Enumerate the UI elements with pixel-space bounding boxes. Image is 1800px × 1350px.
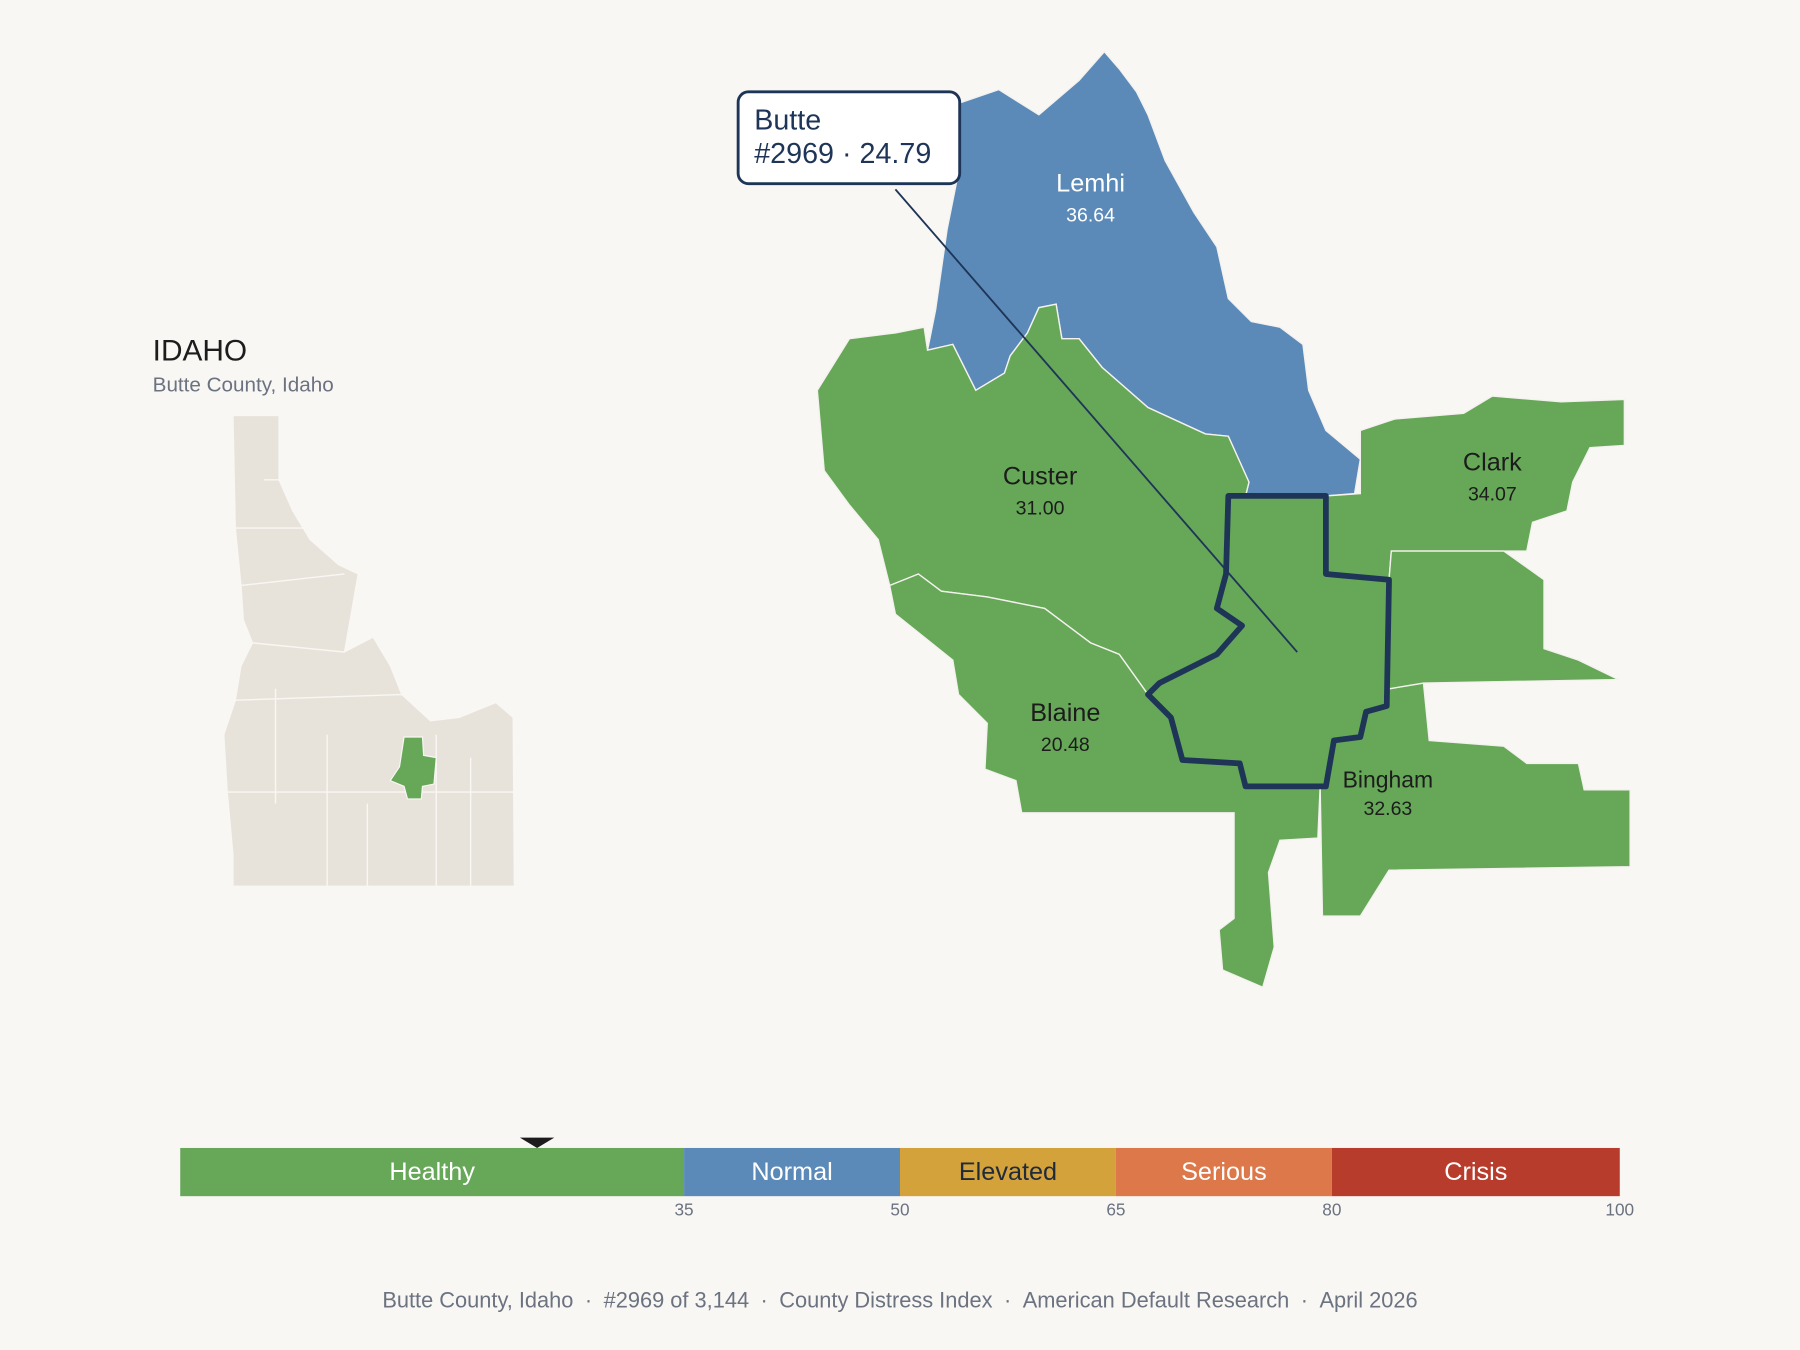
footer-item: #2969 of 3,144 (604, 1288, 749, 1313)
scale-tick-label: 35 (674, 1200, 693, 1220)
scale-band (684, 1147, 900, 1197)
scale-band-label: Serious (1181, 1158, 1267, 1186)
footer-item: April 2026 (1320, 1288, 1418, 1313)
county-value: 31.00 (1016, 497, 1065, 519)
inset-county-lines (227, 479, 515, 887)
scale-tick-label: 65 (1106, 1200, 1125, 1220)
scale-tick-label: 50 (890, 1200, 909, 1220)
footer-separator: · (761, 1288, 768, 1313)
scale-tick-label: 80 (1322, 1200, 1341, 1220)
distress-scale: Healthy Normal Elevated Serious Crisis 35 50 65… (180, 1137, 1634, 1220)
county-name: Bingham (1343, 767, 1434, 793)
scale-band-label: Elevated (959, 1158, 1057, 1186)
county-name: Lemhi (1056, 170, 1125, 198)
callout-leader (894, 188, 1298, 653)
scale-tick-label: 100 (1605, 1200, 1634, 1220)
footer-item: American Default Research (1023, 1288, 1290, 1313)
county-value: 34.07 (1468, 484, 1517, 506)
scale-band (180, 1147, 685, 1197)
scale-band (1115, 1147, 1332, 1197)
footer-item: County Distress Index (779, 1288, 992, 1313)
footer-separator: · (1301, 1288, 1308, 1313)
county-name: Custer (1003, 462, 1077, 490)
callout-rank: #2969 (754, 138, 834, 170)
county-value: 20.48 (1041, 734, 1090, 756)
score-marker (519, 1137, 555, 1148)
county-name: Clark (1463, 449, 1522, 477)
county-shape (888, 573, 1321, 989)
selected-county (1145, 493, 1392, 790)
county-shape (1388, 550, 1619, 690)
county-value: 32.63 (1363, 798, 1412, 820)
scale-band-label: Healthy (389, 1158, 475, 1186)
callout-separator: · (842, 138, 852, 170)
scale-band-label: Crisis (1444, 1158, 1507, 1186)
county-name: Blaine (1030, 699, 1100, 727)
inset-highlight (389, 736, 437, 800)
scale-band (1331, 1147, 1620, 1197)
footer-separator: · (1004, 1288, 1011, 1313)
county-value: 36.64 (1066, 205, 1115, 227)
callout-box (736, 90, 962, 186)
scale-band (900, 1147, 1116, 1197)
idaho-outline (223, 414, 515, 887)
footer-separator: · (585, 1288, 592, 1313)
callout-detail: #2969 · 24.79 (754, 138, 931, 170)
callout-score: 24.79 (860, 138, 932, 170)
inset-subtitle: Butte County, Idaho (153, 373, 334, 396)
scale-band-label: Normal (751, 1158, 832, 1186)
footer-item: Butte County, Idaho (382, 1288, 573, 1313)
inset-title: IDAHO (153, 334, 247, 367)
footer: Butte County, Idaho · #2969 of 3,144 · Count… (382, 1288, 1417, 1313)
callout-title: Butte (754, 105, 821, 137)
